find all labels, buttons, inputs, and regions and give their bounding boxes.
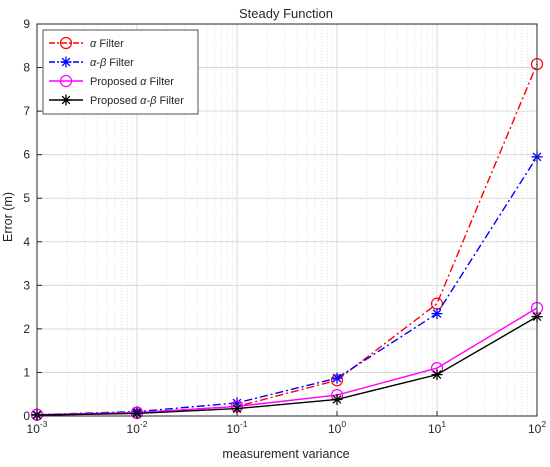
legend-label: α-β Filter [90,57,134,69]
y-tick-label: 7 [23,104,30,118]
y-tick-label: 6 [23,148,30,162]
data-point-marker [431,369,443,381]
data-point-marker [59,74,73,88]
data-point-marker [231,403,243,415]
data-point-marker [59,36,73,50]
y-tick-label: 9 [23,17,30,31]
x-tick-label: 102 [528,419,546,436]
legend-item: α Filter [49,36,124,50]
series-line [36,316,538,416]
data-point-marker [331,372,343,384]
x-axis-label: measurement variance [222,447,349,461]
data-point-marker [60,94,72,106]
plot-frame [36,23,538,417]
legend-item: Proposed α-β Filter [49,94,184,107]
series-3 [30,301,544,421]
x-tick-label: 10-1 [227,419,248,436]
series-4 [31,311,543,421]
x-tick-label: 100 [328,419,346,436]
y-tick-label: 0 [23,409,30,423]
axes-ticks: 10-3 10-2 10-1 100 101 102 0 1 2 3 4 5 6 7 8 9 [23,17,546,436]
x-tick-label: 10-2 [127,419,148,436]
y-tick-label: 8 [23,61,30,75]
legend-label: α Filter [90,38,124,50]
series-line [36,63,538,416]
chart-title: Steady Function [239,6,333,21]
y-tick-label: 5 [23,191,30,205]
legend-item: Proposed α Filter [49,74,174,88]
y-axis-label: Error (m) [1,192,15,242]
x-tick-label: 10-3 [27,419,48,436]
y-tick-label: 2 [23,322,30,336]
data-point-marker [431,308,443,320]
x-tick-label: 101 [428,419,446,436]
legend-label: Proposed α Filter [90,76,174,88]
y-tick-label: 4 [23,235,30,249]
series-line [36,307,538,416]
y-tick-label: 3 [23,278,30,292]
y-tick-label: 1 [23,365,30,379]
legend-label: Proposed α-β Filter [90,95,184,107]
legend: α Filter α-β Filter Proposed α Filter Propo… [42,29,199,115]
legend-item: α-β Filter [49,56,134,69]
data-point-marker [331,393,343,405]
data-point-marker [60,56,72,68]
series-line [36,156,538,416]
